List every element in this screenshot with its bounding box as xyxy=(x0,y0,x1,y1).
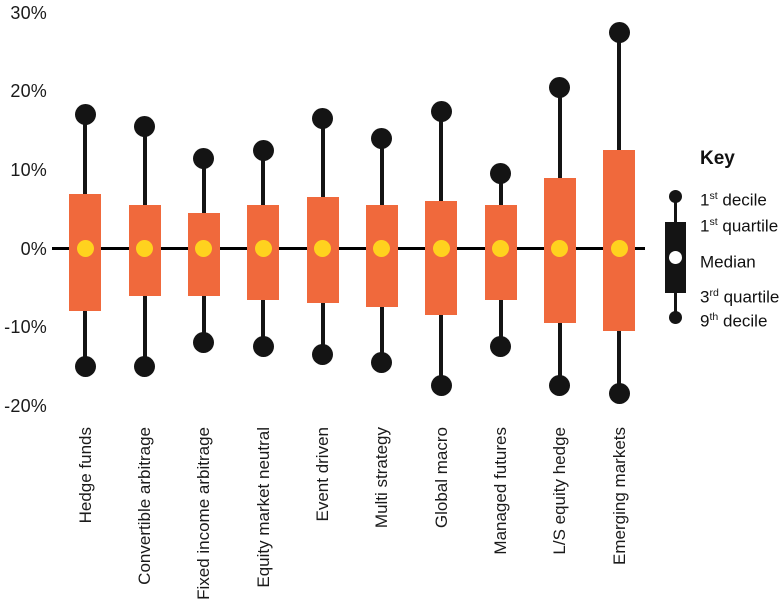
ninth-decile-dot-event-driven xyxy=(312,344,334,365)
first-decile-dot-hedge-funds xyxy=(74,104,96,126)
first-decile-dot-global-macro xyxy=(430,100,452,122)
y-tick-label: -20% xyxy=(4,395,47,416)
key-item-text: 9 xyxy=(700,311,710,331)
median-dot-global-macro xyxy=(432,240,450,257)
zero-axis-line xyxy=(52,247,645,250)
median-dot-managed-futures xyxy=(492,240,510,257)
key-item-third-quartile: 3rd quartile xyxy=(700,283,779,308)
key-item-text: decile xyxy=(717,190,767,210)
ninth-decile-dot-convertible-arbitrage xyxy=(134,355,156,377)
median-dot-event-driven xyxy=(314,240,332,257)
x-category-label-convertible-arbitrage: Convertible arbitrage xyxy=(135,427,155,585)
y-tick-label: -10% xyxy=(4,317,47,338)
key-item-ninth-decile: 9th decile xyxy=(700,307,767,332)
y-tick-label: 20% xyxy=(10,81,47,102)
key-item-text: quartile xyxy=(717,216,779,236)
key-item-text: decile xyxy=(718,311,768,331)
median-dot-hedge-funds xyxy=(76,240,94,257)
first-decile-dot-equity-market-neutral xyxy=(252,139,274,161)
key-item-median: Median xyxy=(700,248,756,273)
key-item-text: Median xyxy=(700,252,756,272)
first-decile-dot-event-driven xyxy=(312,108,334,130)
x-category-label-global-macro: Global macro xyxy=(431,427,451,529)
first-decile-dot-convertible-arbitrage xyxy=(134,116,156,138)
median-dot-multi-strategy xyxy=(373,240,391,257)
key-item-superscript: st xyxy=(709,216,718,228)
first-decile-dot-emerging-markets xyxy=(608,22,630,44)
ninth-decile-dot-hedge-funds xyxy=(74,355,96,377)
first-decile-dot-multi-strategy xyxy=(371,128,393,150)
first-decile-dot-fixed-income-arbitrage xyxy=(193,147,215,169)
x-category-label-multi-strategy: Multi strategy xyxy=(372,427,392,529)
key-median-dot xyxy=(668,251,682,264)
key-item-first-quartile: 1st quartile xyxy=(700,212,778,237)
ninth-decile-dot-fixed-income-arbitrage xyxy=(193,332,215,354)
ninth-decile-dot-multi-strategy xyxy=(371,351,393,373)
key-item-text: 3 xyxy=(700,287,710,307)
y-tick-label: 0% xyxy=(20,238,47,259)
key-first-decile-dot xyxy=(668,189,682,203)
ninth-decile-dot-managed-futures xyxy=(490,336,512,358)
median-dot-convertible-arbitrage xyxy=(136,240,154,257)
interquartile-box-global-macro xyxy=(425,201,458,316)
median-dot-l-s-equity-hedge xyxy=(551,240,569,257)
ninth-decile-dot-global-macro xyxy=(430,375,452,397)
key-item-superscript: st xyxy=(709,190,718,202)
median-dot-emerging-markets xyxy=(610,240,628,257)
key-item-superscript: rd xyxy=(709,287,719,299)
key-title: Key xyxy=(700,148,735,169)
x-category-label-hedge-funds: Hedge funds xyxy=(75,427,95,524)
ninth-decile-dot-l-s-equity-hedge xyxy=(549,375,571,397)
x-category-label-l-s-equity-hedge: L/S equity hedge xyxy=(550,427,570,555)
x-category-label-emerging-markets: Emerging markets xyxy=(609,427,629,565)
x-category-label-fixed-income-arbitrage: Fixed income arbitrage xyxy=(194,427,214,600)
first-decile-dot-l-s-equity-hedge xyxy=(549,77,571,98)
key-item-superscript: th xyxy=(709,311,719,323)
key-ninth-decile-dot xyxy=(668,310,682,324)
key-item-text: quartile xyxy=(718,287,780,307)
ninth-decile-dot-emerging-markets xyxy=(608,383,630,405)
y-tick-label: 10% xyxy=(10,159,47,180)
x-category-label-event-driven: Event driven xyxy=(313,427,333,522)
median-dot-fixed-income-arbitrage xyxy=(195,240,213,257)
ninth-decile-dot-equity-market-neutral xyxy=(252,336,274,358)
median-dot-equity-market-neutral xyxy=(254,240,272,257)
key-item-text: 1 xyxy=(700,190,710,210)
y-tick-label: 30% xyxy=(10,2,47,23)
key-item-first-decile: 1st decile xyxy=(700,186,767,211)
x-category-label-managed-futures: Managed futures xyxy=(491,427,511,555)
x-category-label-equity-market-neutral: Equity market neutral xyxy=(253,427,273,588)
first-decile-dot-managed-futures xyxy=(490,163,512,185)
key-item-text: 1 xyxy=(700,216,710,236)
